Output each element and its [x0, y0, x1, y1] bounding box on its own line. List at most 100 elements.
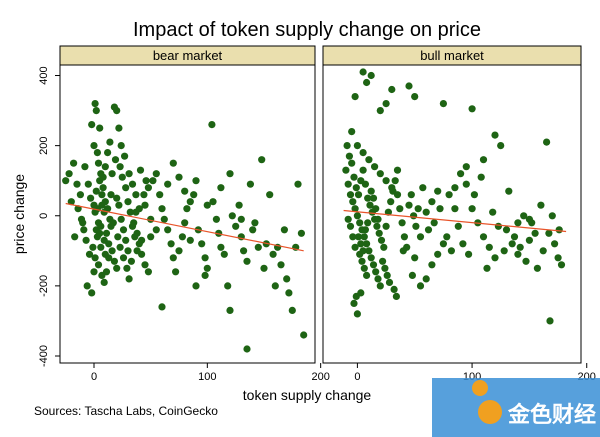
data-point [80, 226, 88, 234]
data-point [365, 247, 373, 255]
data-point [288, 306, 296, 314]
data-point [105, 254, 113, 262]
data-point [411, 93, 419, 101]
data-point [376, 282, 384, 290]
x-tick-label: 100 [198, 371, 216, 383]
fit-line-bull-market [343, 209, 567, 233]
data-point [374, 215, 382, 223]
data-point [451, 205, 459, 213]
data-point [128, 222, 137, 230]
data-point [147, 233, 155, 241]
data-point [178, 233, 186, 241]
data-point [369, 194, 378, 202]
y-tick-label: 200 [38, 136, 50, 154]
data-point [101, 163, 109, 171]
data-point [77, 215, 86, 223]
data-point [97, 222, 105, 230]
data-point [422, 275, 430, 283]
data-point [243, 345, 251, 353]
data-point [300, 331, 308, 339]
data-point [124, 247, 132, 255]
data-point [380, 243, 388, 251]
data-point [414, 205, 422, 213]
watermark-logo: 金色财经 [432, 378, 600, 437]
data-point [125, 170, 133, 178]
data-point [190, 191, 198, 199]
data-point [477, 173, 485, 181]
data-point [217, 243, 225, 251]
data-point [348, 159, 356, 167]
data-point [118, 173, 126, 181]
data-point [297, 229, 305, 237]
data-point [479, 233, 488, 241]
data-point [382, 222, 390, 230]
data-point [382, 177, 390, 185]
data-point [353, 212, 361, 220]
data-point [381, 264, 389, 272]
data-point [92, 187, 100, 195]
data-point [142, 177, 150, 185]
data-point [158, 303, 166, 311]
data-point [359, 247, 367, 255]
data-point [502, 226, 511, 234]
data-point [271, 282, 279, 290]
data-point [164, 226, 172, 234]
watermark-background [432, 378, 600, 437]
data-point [445, 191, 453, 199]
data-point [416, 233, 425, 241]
data-point [391, 177, 399, 185]
data-point [343, 142, 351, 150]
data-point [283, 275, 291, 283]
panel-bull-market: bull market 0 100 200 [322, 45, 596, 383]
data-point [201, 254, 209, 262]
data-point [117, 215, 125, 223]
data-point [408, 271, 416, 279]
data-point [430, 219, 438, 227]
data-point [67, 198, 75, 206]
data-point [356, 219, 364, 227]
data-point [537, 201, 545, 209]
data-point [186, 236, 194, 244]
data-point [428, 261, 436, 269]
data-point [350, 299, 358, 307]
data-point [373, 222, 381, 230]
data-point [359, 68, 367, 76]
data-point [175, 173, 183, 181]
data-point [285, 289, 293, 297]
data-point [359, 149, 367, 157]
data-point [548, 212, 556, 220]
data-point [212, 215, 220, 223]
data-point [383, 271, 391, 279]
data-point [125, 275, 133, 283]
data-point [366, 201, 374, 209]
data-point [254, 243, 262, 251]
data-point [116, 163, 124, 171]
data-point [85, 250, 94, 258]
data-point [354, 191, 363, 199]
y-tick-label: -200 [38, 275, 50, 297]
data-point [172, 268, 180, 276]
fit-line-bear-market [65, 202, 304, 252]
data-point [108, 247, 116, 255]
data-point [186, 198, 194, 206]
data-point [220, 250, 228, 258]
data-point [107, 191, 115, 199]
data-point [88, 289, 96, 297]
data-point [99, 184, 107, 192]
data-point [235, 201, 243, 209]
data-point [412, 222, 420, 230]
data-point [90, 142, 98, 150]
data-point [209, 198, 217, 206]
scatter-points-bear-market [62, 100, 308, 353]
y-tick-label: -400 [38, 345, 50, 367]
data-point [136, 166, 145, 174]
data-point [349, 233, 357, 241]
data-point [126, 208, 134, 216]
data-point [424, 226, 433, 234]
data-point [451, 184, 459, 192]
data-point [269, 250, 277, 258]
data-point [243, 257, 251, 265]
data-point [128, 180, 137, 188]
data-point [361, 180, 369, 188]
data-point [228, 212, 236, 220]
